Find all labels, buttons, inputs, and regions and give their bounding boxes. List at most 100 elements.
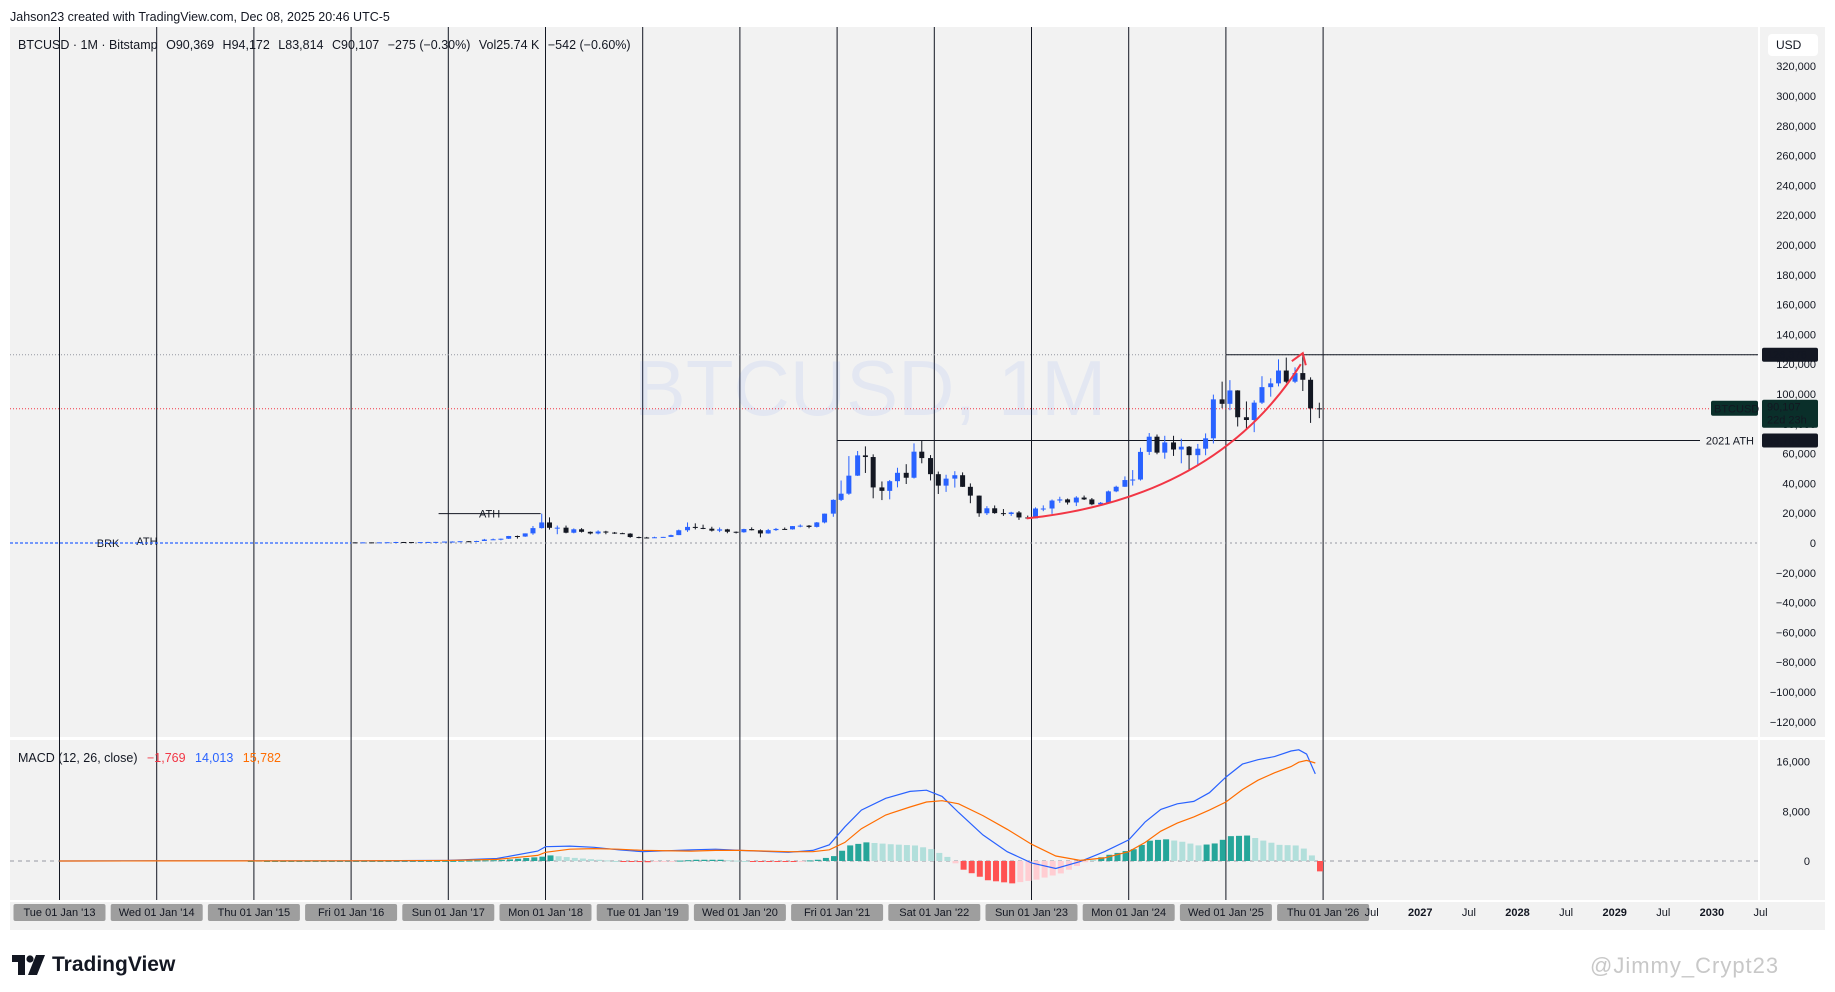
candle[interactable] [1162, 435, 1168, 459]
candle[interactable] [433, 541, 439, 543]
date-label-box[interactable] [110, 904, 203, 921]
candle[interactable] [984, 506, 990, 515]
macd-title[interactable]: MACD (12, 26, close) [18, 751, 138, 765]
time-tick-label[interactable]: 2028 [1505, 907, 1529, 919]
date-label[interactable]: Mon 01 Jan '24 [1091, 907, 1166, 919]
candle[interactable] [814, 521, 820, 528]
date-label-box[interactable] [985, 904, 1078, 921]
candle[interactable] [401, 541, 407, 544]
candle[interactable] [741, 528, 747, 533]
candle[interactable] [855, 450, 861, 476]
candle[interactable] [1210, 394, 1216, 444]
candle[interactable] [960, 472, 966, 487]
candle[interactable] [579, 528, 585, 533]
candle[interactable] [1219, 381, 1225, 409]
candle[interactable] [1178, 438, 1184, 464]
time-tick-label[interactable]: Jul [1365, 907, 1379, 919]
candle[interactable] [636, 536, 642, 539]
candle[interactable] [360, 542, 366, 544]
candle[interactable] [887, 479, 893, 500]
candle[interactable] [425, 541, 431, 543]
candle[interactable] [846, 456, 852, 495]
candle[interactable] [651, 536, 657, 539]
candle[interactable] [1137, 447, 1143, 481]
candle[interactable] [928, 455, 934, 481]
candle[interactable] [773, 527, 779, 531]
candle[interactable] [709, 526, 715, 532]
date-label[interactable]: Wed 01 Jan '25 [1188, 907, 1264, 919]
candle[interactable] [1186, 446, 1192, 470]
candle[interactable] [806, 525, 812, 529]
candle[interactable] [1122, 476, 1128, 487]
candle[interactable] [879, 481, 885, 501]
date-label-box[interactable] [693, 904, 786, 921]
candle[interactable] [822, 513, 828, 524]
candle[interactable] [571, 528, 577, 534]
candle[interactable] [1065, 498, 1071, 505]
time-axis[interactable]: Tue 01 Jan '13 Wed 01 Jan '14 Thu 01 Jan '… [13, 904, 1768, 921]
legend-symbol[interactable]: BTCUSD · 1M · Bitstamp [18, 38, 158, 52]
price-axis[interactable]: 320,000 300,000 280,000 260,000 240,000 220,0… [1770, 61, 1816, 729]
candle[interactable] [911, 443, 917, 479]
time-tick-label[interactable]: Jul [1462, 907, 1476, 919]
candle[interactable] [1146, 433, 1152, 455]
candle[interactable] [1292, 367, 1298, 384]
candle[interactable] [1016, 511, 1022, 520]
date-label-box[interactable] [596, 904, 689, 921]
candle[interactable] [749, 527, 755, 531]
date-label-box[interactable] [402, 904, 495, 921]
candles[interactable] [352, 354, 1322, 544]
date-label[interactable]: Wed 01 Jan '14 [119, 907, 195, 919]
date-label-box[interactable] [1179, 904, 1272, 921]
candle[interactable] [797, 524, 803, 528]
time-tick-label[interactable]: 2029 [1602, 907, 1626, 919]
candle[interactable] [644, 536, 650, 539]
candle[interactable] [376, 542, 382, 544]
candle[interactable] [603, 530, 609, 535]
candle[interactable] [587, 531, 593, 535]
time-tick-label[interactable]: 2027 [1408, 907, 1432, 919]
candle[interactable] [1283, 357, 1289, 384]
candle[interactable] [1113, 485, 1119, 493]
candle[interactable] [595, 530, 601, 535]
candle[interactable] [1000, 509, 1006, 516]
date-label[interactable]: Tue 01 Jan '13 [23, 907, 95, 919]
candle[interactable] [838, 480, 844, 502]
candle[interactable] [457, 541, 463, 543]
candle[interactable] [700, 524, 706, 530]
candle[interactable] [1316, 402, 1322, 419]
currency-button[interactable]: USD [1768, 34, 1818, 56]
candle[interactable] [782, 527, 788, 530]
candle[interactable] [1308, 377, 1314, 423]
candle[interactable] [627, 533, 633, 538]
candle[interactable] [757, 529, 763, 538]
candle[interactable] [1235, 390, 1241, 427]
candle[interactable] [1008, 511, 1014, 516]
candle[interactable] [1171, 435, 1177, 456]
candle[interactable] [1276, 359, 1281, 387]
time-tick-label[interactable]: 2030 [1700, 907, 1724, 919]
candle[interactable] [1130, 470, 1136, 486]
candle[interactable] [1081, 495, 1087, 501]
date-label[interactable]: Mon 01 Jan '18 [508, 907, 583, 919]
date-label-box[interactable] [13, 904, 106, 921]
candle[interactable] [1243, 401, 1249, 429]
candle[interactable] [1203, 433, 1209, 456]
time-tick-label[interactable]: Jul [1753, 907, 1767, 919]
date-label-box[interactable] [791, 904, 884, 921]
candle[interactable] [498, 538, 504, 541]
candle[interactable] [554, 525, 560, 535]
date-label-box[interactable] [207, 904, 300, 921]
candle[interactable] [539, 513, 545, 529]
date-label[interactable]: Sun 01 Jan '17 [412, 907, 485, 919]
candle[interactable] [369, 542, 375, 544]
candle[interactable] [733, 531, 739, 534]
candle[interactable] [547, 517, 552, 530]
candle[interactable] [935, 471, 941, 494]
candle[interactable] [1154, 434, 1160, 455]
candle[interactable] [685, 522, 691, 532]
date-label-box[interactable] [888, 904, 981, 921]
time-tick-label[interactable]: Jul [1656, 907, 1670, 919]
candle[interactable] [919, 440, 925, 464]
candle[interactable] [522, 533, 528, 537]
